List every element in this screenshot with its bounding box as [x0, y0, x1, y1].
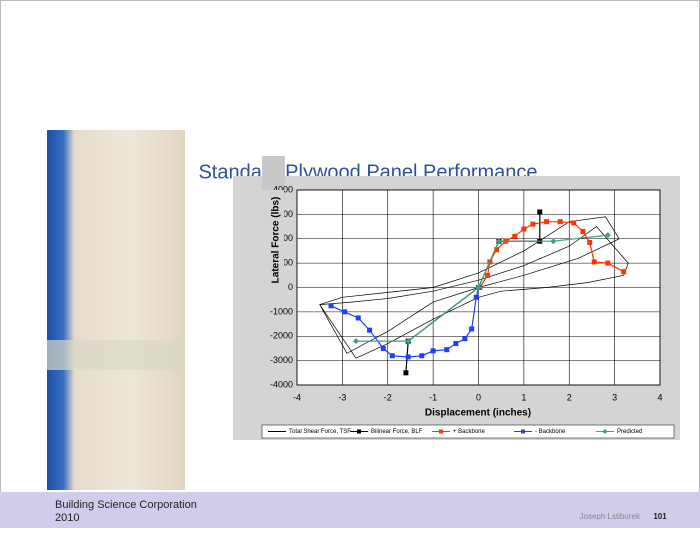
y-tick-label: -1000 [270, 306, 293, 316]
marker [430, 348, 436, 354]
series-line [479, 221, 624, 288]
marker [352, 338, 359, 345]
marker [405, 354, 411, 360]
x-tick-label: -3 [338, 392, 346, 402]
marker [521, 226, 527, 232]
marker [605, 260, 611, 266]
marker [571, 220, 577, 226]
marker [495, 238, 502, 245]
y-axis-title: Lateral Force (lbs) [271, 197, 282, 284]
x-axis-title: Displacement (inches) [425, 408, 531, 419]
x-tick-label: 4 [657, 392, 662, 402]
marker [469, 326, 475, 332]
marker [544, 219, 550, 225]
x-tick-label: 3 [612, 392, 617, 402]
y-tick-label: 4000 [273, 184, 293, 194]
legend-label: Bilinear Force, BLF [371, 429, 423, 435]
footer-year: 2010 [55, 512, 79, 524]
overlay-box [262, 156, 285, 200]
marker [389, 353, 395, 359]
footer-band [0, 492, 700, 528]
marker [580, 228, 586, 234]
legend-box [261, 424, 675, 439]
x-tick-label: -4 [293, 392, 301, 402]
marker [453, 341, 459, 347]
legend-label: Predicted [617, 429, 642, 435]
footer-org: Building Science Corporation [55, 499, 197, 511]
marker [473, 294, 479, 300]
series-line [356, 234, 608, 342]
marker [587, 239, 593, 245]
legend-marker [521, 429, 525, 434]
footer-author: Joseph Lstiburek [580, 512, 641, 521]
marker [530, 221, 536, 227]
legend-label: - Backbone [535, 429, 566, 435]
marker [485, 272, 491, 278]
plot-border [296, 189, 661, 386]
marker [405, 338, 412, 345]
y-tick-label: -3000 [270, 355, 293, 365]
photo [47, 130, 185, 490]
marker [355, 315, 361, 321]
marker [328, 303, 334, 309]
marker [444, 347, 450, 353]
marker [512, 233, 518, 239]
legend-label: + Backbone [453, 429, 486, 435]
y-tick-label: 0 [288, 282, 293, 292]
marker [403, 370, 409, 376]
x-tick-label: 1 [521, 392, 526, 402]
marker [557, 219, 563, 225]
marker [591, 259, 597, 265]
marker [367, 327, 373, 333]
label-cover [262, 190, 284, 280]
marker [604, 232, 611, 239]
legend-label: Total Shear Force, TSF [289, 429, 351, 435]
x-tick-label: -1 [429, 392, 437, 402]
x-tick-label: 2 [567, 392, 572, 402]
photo-band [47, 340, 185, 370]
series-line [319, 216, 629, 359]
legend-marker [602, 429, 608, 434]
legend-marker [439, 429, 443, 434]
marker [621, 269, 627, 275]
marker [342, 309, 348, 315]
marker [380, 345, 386, 351]
marker [475, 284, 482, 291]
footer-page: 101 [653, 512, 667, 521]
legend-marker [357, 429, 361, 434]
marker [550, 238, 557, 245]
y-tick-label: -4000 [270, 379, 293, 389]
marker [419, 353, 425, 359]
x-tick-label: 0 [476, 392, 481, 402]
marker [462, 336, 468, 342]
marker [537, 209, 543, 215]
y-tick-label: -2000 [270, 331, 293, 341]
x-tick-label: -2 [384, 392, 392, 402]
marker [494, 247, 500, 253]
